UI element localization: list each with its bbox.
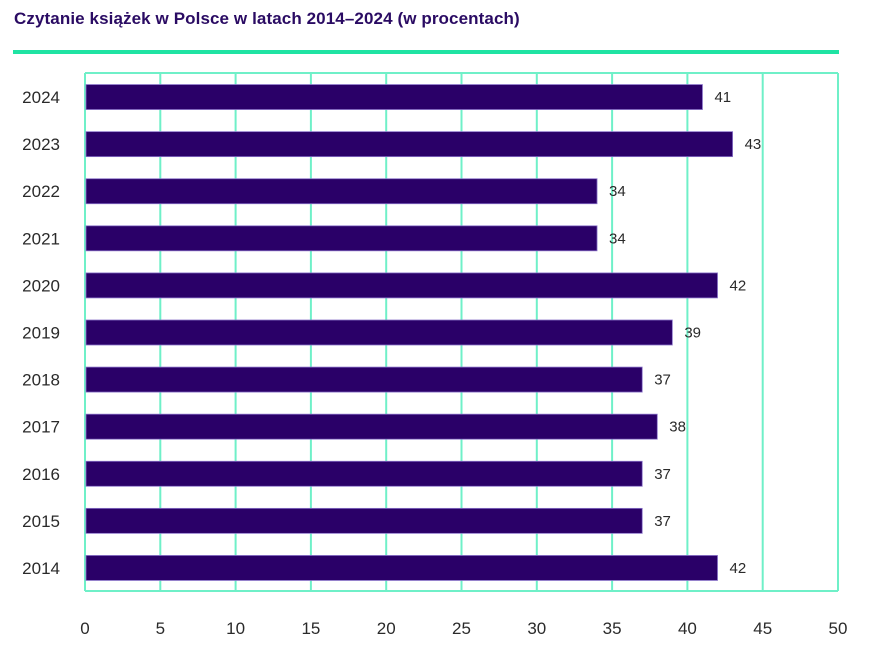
category-label: 2022 [22, 182, 60, 201]
data-label: 42 [730, 277, 747, 294]
x-tick-label: 35 [603, 619, 622, 638]
data-label: 37 [654, 513, 671, 530]
data-label: 43 [745, 136, 762, 153]
bar-2015 [85, 507, 643, 534]
bar-2019 [85, 319, 673, 346]
data-labels: 41 43 34 34 42 39 37 38 37 37 42 [609, 89, 761, 577]
category-labels: 2024 2023 2022 2021 2020 2019 2018 2017 2016 2015… [22, 88, 60, 578]
category-label: 2020 [22, 276, 60, 295]
data-label: 38 [669, 419, 686, 436]
chart-title: Czytanie książek w Polsce w latach 2014–… [14, 9, 520, 28]
data-label: 42 [730, 560, 747, 577]
category-label: 2023 [22, 135, 60, 154]
data-label: 37 [654, 372, 671, 389]
bar-2024 [85, 84, 703, 110]
bar-2016 [85, 460, 643, 487]
category-label: 2014 [22, 559, 60, 578]
x-tick-label: 15 [301, 619, 320, 638]
x-tick-label: 0 [80, 619, 89, 638]
category-label: 2018 [22, 371, 60, 390]
bars [85, 84, 733, 581]
x-tick-labels: 0 5 10 15 20 25 30 35 40 45 50 [80, 619, 847, 638]
x-tick-label: 30 [527, 619, 546, 638]
x-tick-label: 20 [377, 619, 396, 638]
data-label: 41 [714, 89, 731, 106]
bar-2014 [85, 555, 718, 581]
x-tick-label: 5 [156, 619, 165, 638]
title-accent-rule [13, 50, 839, 54]
x-tick-label: 10 [226, 619, 245, 638]
bar-2022 [85, 178, 598, 205]
category-label: 2024 [22, 88, 60, 107]
data-label: 39 [684, 325, 701, 342]
category-label: 2015 [22, 512, 60, 531]
category-label: 2017 [22, 418, 60, 437]
bar-2018 [85, 366, 643, 393]
bar-2017 [85, 413, 658, 440]
bar-2020 [85, 272, 718, 299]
x-tick-label: 50 [829, 619, 848, 638]
category-label: 2019 [22, 324, 60, 343]
x-tick-label: 40 [678, 619, 697, 638]
x-tick-label: 25 [452, 619, 471, 638]
bar-2023 [85, 131, 733, 158]
bar-2021 [85, 225, 598, 252]
data-label: 34 [609, 183, 626, 200]
data-label: 37 [654, 466, 671, 483]
data-label: 34 [609, 230, 626, 247]
category-label: 2016 [22, 465, 60, 484]
x-tick-label: 45 [753, 619, 772, 638]
category-label: 2021 [22, 229, 60, 248]
